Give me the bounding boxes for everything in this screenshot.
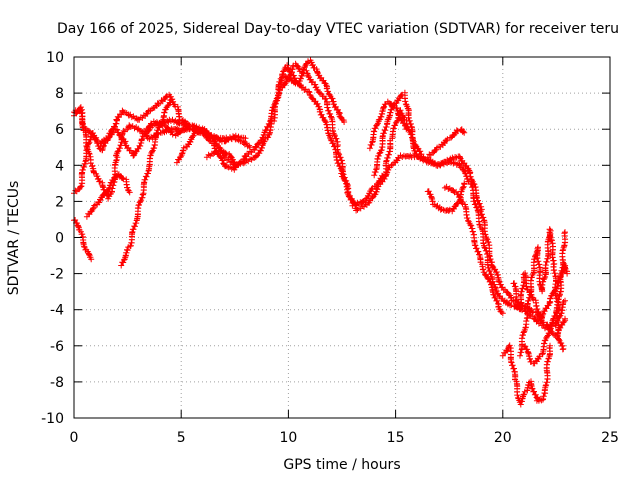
series-markers [173, 126, 249, 166]
series-markers [276, 57, 348, 125]
y-tick-label: -10 [41, 411, 64, 427]
series-track-o [441, 183, 506, 317]
series-track-l [366, 98, 410, 152]
series-markers [139, 118, 189, 139]
series-markers [424, 126, 468, 161]
series-track-k [371, 89, 425, 179]
series-track-e [83, 171, 133, 220]
series-markers [366, 98, 410, 152]
grid-lines [74, 57, 610, 418]
series-track-m [424, 126, 468, 161]
axis-ticks: 0 5 10 15 20 25 -10 -8 -6 -4 -2 0 2 4 6 8 10 [41, 50, 619, 446]
y-tick-label: 10 [46, 50, 64, 66]
y-tick-label: 0 [55, 231, 64, 247]
y-tick-label: -6 [50, 339, 64, 355]
x-tick-label: 25 [601, 430, 619, 446]
x-tick-label: 15 [387, 430, 405, 446]
series-track-i [203, 147, 240, 169]
series-markers [517, 226, 567, 359]
y-axis-label: SDTVAR / TECUs [6, 181, 22, 296]
series-markers [203, 147, 240, 169]
x-axis-label: GPS time / hours [283, 457, 400, 473]
y-tick-label: 2 [55, 194, 64, 210]
data-points [71, 57, 571, 408]
series-track-f [118, 97, 174, 269]
y-tick-label: 8 [55, 86, 64, 102]
series-track-h [173, 126, 249, 166]
x-tick-label: 0 [70, 430, 79, 446]
series-markers [83, 171, 133, 220]
series-markers [441, 183, 506, 317]
series-markers [118, 97, 174, 269]
y-tick-label: 4 [55, 158, 64, 174]
y-tick-label: -2 [50, 267, 64, 283]
x-tick-label: 5 [177, 430, 186, 446]
x-tick-label: 10 [279, 430, 297, 446]
series-track-s [517, 226, 567, 359]
series-track-p [499, 342, 553, 408]
series-markers [499, 342, 553, 408]
series-track-j [276, 57, 348, 125]
chart-title: Day 166 of 2025, Sidereal Day-to-day VTE… [57, 21, 619, 37]
series-track-g [139, 118, 189, 139]
series-markers [371, 89, 425, 179]
x-tick-label: 20 [494, 430, 512, 446]
y-tick-label: 6 [55, 122, 64, 138]
y-tick-label: -8 [50, 375, 64, 391]
y-tick-label: -4 [50, 303, 64, 319]
